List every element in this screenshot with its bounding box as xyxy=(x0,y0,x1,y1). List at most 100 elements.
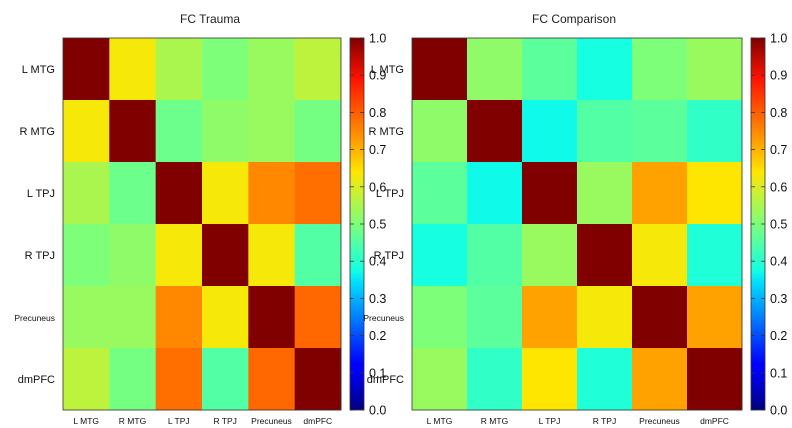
heatmap-cell xyxy=(248,348,296,411)
heatmap-cell xyxy=(467,100,523,163)
heatmap-cell xyxy=(109,162,157,225)
row-label: L TPJ xyxy=(27,188,55,200)
heatmap-cell xyxy=(632,100,688,163)
heatmap-cell xyxy=(522,38,578,101)
heatmap-cell xyxy=(109,348,157,411)
heatmap-panel-trauma: FC Trauma L MTG R MTG L TPJ R TPJ Precuneus d… xyxy=(14,12,386,426)
row-label: dmPFC xyxy=(18,374,55,386)
heatmap-cell xyxy=(63,100,110,163)
heatmap-cell xyxy=(202,348,249,411)
colorbar-tick-label: 0.8 xyxy=(369,106,386,120)
heatmap-cell xyxy=(412,224,468,287)
column-label: Precuneus xyxy=(251,416,292,426)
colorbar-tick-label: 1.0 xyxy=(770,32,787,46)
heatmap-cell xyxy=(202,162,249,225)
row-label: L MTG xyxy=(371,64,404,76)
heatmap-cell xyxy=(248,286,296,349)
colorbar-tick-label: 0.6 xyxy=(770,180,787,194)
heatmap-cell xyxy=(248,38,296,101)
heatmap-cell xyxy=(294,348,342,411)
column-label: R TPJ xyxy=(593,416,616,426)
column-label: L TPJ xyxy=(539,416,561,426)
heatmap-cell xyxy=(202,100,249,163)
heatmap-cell xyxy=(687,286,743,349)
heatmap-cell xyxy=(63,38,110,101)
heatmap-cell xyxy=(294,100,342,163)
row-label: dmPFC xyxy=(367,374,404,386)
chart-title: FC Trauma xyxy=(180,12,240,26)
heatmap-cell xyxy=(412,348,468,411)
heatmap-cell xyxy=(412,162,468,225)
heatmap-cell xyxy=(467,162,523,225)
chart-title: FC Comparison xyxy=(532,12,616,26)
heatmap-cell xyxy=(577,100,633,163)
heatmap-cell xyxy=(577,162,633,225)
heatmap-cell xyxy=(294,162,342,225)
heatmap-cell xyxy=(467,286,523,349)
row-label: R TPJ xyxy=(25,250,55,262)
heatmap-cell xyxy=(63,348,110,411)
column-label: dmPFC xyxy=(700,416,729,426)
plot-frame xyxy=(62,37,342,411)
colorbar-tick-label: 0.3 xyxy=(369,292,386,306)
heatmap-cell xyxy=(63,286,110,349)
heatmap-cell xyxy=(248,224,296,287)
heatmap-cell xyxy=(577,348,633,411)
heatmap-cell xyxy=(155,286,203,349)
heatmap-cell xyxy=(632,348,688,411)
colorbar-tick-label: 0.5 xyxy=(770,218,787,232)
heatmap-cell xyxy=(412,38,468,101)
row-label: Precuneus xyxy=(14,313,55,323)
row-label: R MTG xyxy=(369,126,404,138)
column-label: Precuneus xyxy=(639,416,680,426)
colorbar-tick-label: 0.8 xyxy=(770,106,787,120)
heatmap-cell xyxy=(522,348,578,411)
colorbar-tick-label: 0.0 xyxy=(770,404,787,418)
heatmap-cell xyxy=(687,100,743,163)
heatmap-cell xyxy=(294,38,342,101)
heatmap-cell xyxy=(63,224,110,287)
plot-frame xyxy=(411,37,743,411)
heatmap-cell xyxy=(202,286,249,349)
heatmap-panel-comparison: FC Comparison L MTG R MTG L TPJ R TPJ Precun… xyxy=(363,12,787,426)
row-label: L TPJ xyxy=(376,188,404,200)
heatmap-cell xyxy=(687,162,743,225)
heatmap-cell xyxy=(109,38,157,101)
heatmap-cell xyxy=(202,38,249,101)
heatmap-cell xyxy=(577,224,633,287)
column-label: R MTG xyxy=(481,416,508,426)
colorbar-tick-label: 0.7 xyxy=(369,143,386,157)
heatmap-cell xyxy=(522,100,578,163)
colorbar-tick-label: 0.3 xyxy=(770,292,787,306)
heatmap-cell xyxy=(687,224,743,287)
heatmap-cell xyxy=(522,162,578,225)
column-label: L MTG xyxy=(73,416,99,426)
row-labels: L MTG R MTG L TPJ R TPJ Precuneus dmPFC xyxy=(14,64,55,386)
heatmap-cell xyxy=(109,224,157,287)
row-label: R MTG xyxy=(20,126,55,138)
heatmap-cell xyxy=(632,224,688,287)
heatmap-cell xyxy=(155,38,203,101)
heatmap-cell xyxy=(632,38,688,101)
heatmap-cell xyxy=(155,162,203,225)
column-labels: L MTG R MTG L TPJ R TPJ Precuneus dmPFC xyxy=(427,416,729,426)
heatmap-cell xyxy=(632,162,688,225)
heatmap-cell xyxy=(155,348,203,411)
column-label: R TPJ xyxy=(213,416,236,426)
row-label: Precuneus xyxy=(363,313,404,323)
heatmap-cell xyxy=(202,224,249,287)
heatmap-cells xyxy=(411,37,743,411)
colorbar-tick-label: 0.9 xyxy=(369,69,386,83)
heatmap-cell xyxy=(577,38,633,101)
heatmap-cell xyxy=(63,162,110,225)
column-label: R MTG xyxy=(119,416,146,426)
heatmap-cell xyxy=(412,286,468,349)
colorbar-tick-label: 0.7 xyxy=(770,143,787,157)
column-labels: L MTG R MTG L TPJ R TPJ Precuneus dmPFC xyxy=(73,416,332,426)
heatmap-cell xyxy=(109,100,157,163)
heatmap-cell xyxy=(412,100,468,163)
column-label: dmPFC xyxy=(303,416,332,426)
colorbar-tick-label: 0.1 xyxy=(770,366,787,380)
colorbar: 0.0 0.1 0.2 0.3 0.4 0.5 0.6 0.7 0.8 0.9 1.0 xyxy=(349,32,386,418)
